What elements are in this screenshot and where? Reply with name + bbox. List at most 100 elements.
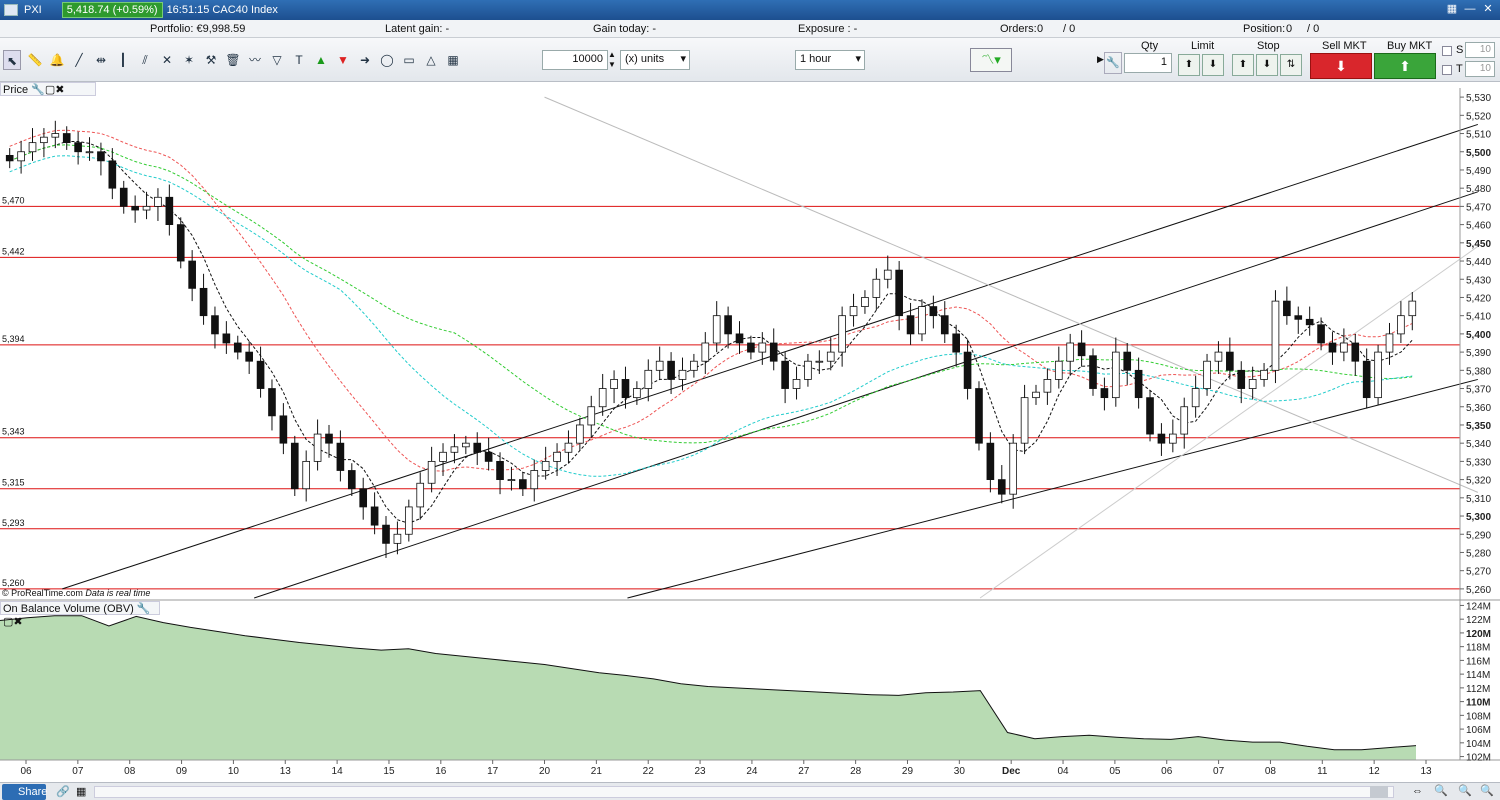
candle-body <box>576 424 584 444</box>
orders-total[interactable]: / 0 <box>1063 23 1076 35</box>
rectangle-tool-icon[interactable]: ▭ <box>403 53 415 67</box>
chart-area[interactable]: 5,470 5,442 5,394 5,343 5,315 5,293 5,260 5,53… <box>0 82 1500 782</box>
grid-icon[interactable]: ▦ <box>76 786 87 798</box>
wave-tool-icon[interactable]: 〰 <box>248 53 261 67</box>
settings-wrench-icon[interactable]: 🔧 <box>1104 52 1122 74</box>
tools-icon[interactable]: ⚒ <box>205 53 217 67</box>
limit-buy-button[interactable]: ⬆ <box>1178 54 1200 76</box>
s-input[interactable]: 10 <box>1465 42 1495 58</box>
channel-tool-icon[interactable]: ⫽ <box>142 53 148 67</box>
zoom-in-icon[interactable]: 🔍 <box>1480 785 1494 797</box>
quantity-input[interactable]: 10000 <box>542 50 608 70</box>
minimize-icon[interactable]: — <box>1464 3 1476 15</box>
buy-arrow-icon[interactable]: ▲ <box>315 53 327 67</box>
candle-body <box>97 151 105 162</box>
limit-sell-button[interactable]: ⬇ <box>1202 54 1224 76</box>
sell-arrow-icon[interactable]: ▼ <box>337 53 349 67</box>
panel-settings-icon[interactable]: 🔧▢✖ <box>31 84 65 96</box>
candle-body <box>416 482 425 508</box>
latent-gain: Latent gain: - <box>385 23 450 35</box>
ma-green <box>9 144 1413 444</box>
triangle-tool-icon[interactable]: ▽ <box>272 53 282 67</box>
horizontal-scrollbar[interactable] <box>94 786 1394 798</box>
stop-buy-button[interactable]: ⬆ <box>1232 54 1254 76</box>
keyboard-icon[interactable]: ▦ <box>1446 3 1458 15</box>
x-tick-label: 14 <box>332 766 344 777</box>
y-tick-label: 5,260 <box>1466 585 1491 596</box>
vertical-line-icon[interactable]: ┃ <box>119 53 127 67</box>
orders-count[interactable]: 0 <box>1037 23 1044 35</box>
price-change-badge: 5,418.74 (+0.59%) <box>61 2 163 18</box>
qty-input[interactable]: 1 <box>1124 53 1172 73</box>
target-checkbox[interactable] <box>1442 65 1452 75</box>
indicators-icon[interactable]: 〽▾ <box>970 48 1012 72</box>
candle-body <box>347 470 356 490</box>
y-tick-label: 5,440 <box>1466 257 1491 268</box>
ruler-icon[interactable]: 📏 <box>27 53 43 67</box>
candle-body <box>769 342 778 362</box>
zoom-reset-icon[interactable]: 🔍 <box>1458 785 1472 797</box>
candle-body <box>1408 300 1417 317</box>
scroll-thumb[interactable] <box>1370 786 1388 798</box>
right-arrow-icon[interactable]: ➜ <box>359 53 371 67</box>
share-button[interactable]: Share <box>2 784 47 800</box>
stop-checkbox[interactable] <box>1442 46 1452 56</box>
candle-body <box>804 360 812 380</box>
y-tick-label: 5,450 <box>1466 239 1491 250</box>
candle-body <box>610 379 618 389</box>
channel-lower-line <box>627 378 1478 599</box>
x-tick-label: 07 <box>72 766 84 777</box>
x-tick-label: 04 <box>1057 766 1069 777</box>
chart-type-icon[interactable]: ▦ <box>447 53 459 67</box>
candle-body <box>541 460 550 471</box>
y-tick-label: 5,430 <box>1466 275 1491 286</box>
alert-bell-icon[interactable]: 🔔 <box>49 53 65 67</box>
line-tool-icon[interactable]: ╱ <box>75 53 83 67</box>
fit-icon[interactable]: ⇔ <box>1412 785 1423 797</box>
candle-body <box>815 360 824 363</box>
collapse-icon[interactable]: ▶ <box>1097 54 1104 64</box>
y-tick-label: 5,470 <box>1466 202 1491 213</box>
candle-body <box>256 360 265 389</box>
trash-icon[interactable]: 🗑 <box>225 53 241 67</box>
candle-body <box>1089 355 1097 389</box>
symbol-label: PXI <box>24 4 42 16</box>
quantity-stepper[interactable]: ▲ ▼ <box>608 50 616 69</box>
candle-body <box>826 351 835 362</box>
horizontal-line-icon[interactable]: ⇹ <box>95 53 107 67</box>
y-tick-label: 5,360 <box>1466 403 1491 414</box>
position-count[interactable]: 0 <box>1286 23 1293 35</box>
support-level-label: 5,470 <box>2 195 25 205</box>
obv-area <box>0 615 1416 760</box>
stop-both-button[interactable]: ⇅ <box>1280 54 1302 76</box>
close-icon[interactable]: ✕ <box>1483 3 1493 15</box>
ellipse-tool-icon[interactable]: ◯ <box>380 53 394 67</box>
pointer-icon[interactable]: ⬉ <box>3 50 21 70</box>
fibonacci-icon[interactable]: ✕ <box>161 53 173 67</box>
obv-settings-icon[interactable]: 🔧▢✖ <box>3 603 151 628</box>
x-tick-label: 24 <box>746 766 758 777</box>
x-tick-label: 06 <box>20 766 32 777</box>
candle-body <box>1169 433 1177 444</box>
ma-short <box>9 141 1413 524</box>
text-tool-icon[interactable]: T <box>295 53 303 67</box>
support-level-label: 5,343 <box>2 427 25 437</box>
y-tick-label: 5,350 <box>1466 421 1491 432</box>
price-panel-title: Price <box>3 84 29 96</box>
x-tick-label: 07 <box>1213 766 1225 777</box>
units-select[interactable]: (x) units <box>620 50 690 70</box>
position-total[interactable]: / 0 <box>1307 23 1320 35</box>
x-tick-label: 05 <box>1109 766 1121 777</box>
stop-sell-button[interactable]: ⬇ <box>1256 54 1278 76</box>
link-icon[interactable]: 🔗 <box>56 786 70 798</box>
sell-market-button[interactable]: ⬇ <box>1310 53 1372 79</box>
timeframe-select[interactable]: 1 hour <box>795 50 865 70</box>
zoom-out-icon[interactable]: 🔍 <box>1434 785 1448 797</box>
polygon-tool-icon[interactable]: △ <box>426 53 436 67</box>
candle-body <box>1397 315 1405 335</box>
candle-body <box>1283 300 1291 317</box>
t-input[interactable]: 10 <box>1465 61 1495 77</box>
y-tick-label: 5,320 <box>1466 476 1491 487</box>
gann-tool-icon[interactable]: ✶ <box>183 53 195 67</box>
buy-market-button[interactable]: ⬆ <box>1374 53 1436 79</box>
